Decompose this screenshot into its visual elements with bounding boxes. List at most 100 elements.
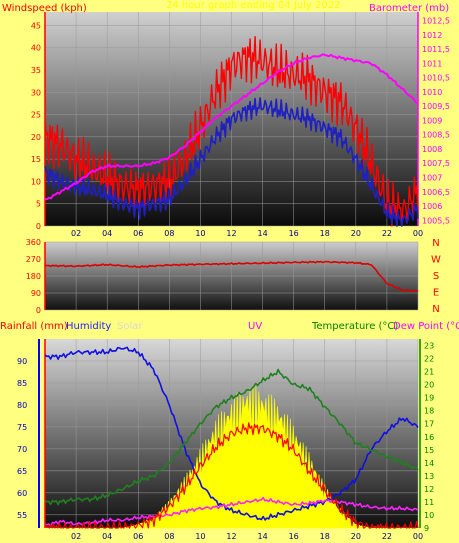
rain-xtick-label: 16 [289, 532, 299, 541]
wind-xtick-label: 12 [226, 229, 236, 238]
temperature-ytick-label: 19 [424, 394, 434, 403]
rain-series [44, 346, 419, 529]
direction-ytick-label: 270 [26, 255, 41, 264]
temperature-ytick-label: 18 [424, 407, 434, 416]
wind-ytick-label: 5 [36, 200, 41, 209]
rainfall-axis-label: Rainfall (mm) [0, 321, 68, 332]
wind-tick-labels: 0510152025303540451005,510061006,5100710… [31, 17, 450, 238]
rain-xtick-label: 20 [351, 532, 361, 541]
temperature-ytick-label: 15 [424, 446, 434, 455]
rain-xtick-label: 00 [413, 532, 423, 541]
wind-xtick-label: 16 [289, 229, 299, 238]
wind-ytick-label: 0 [36, 222, 41, 231]
direction-label: E [433, 288, 439, 299]
temperature-ytick-label: 20 [424, 381, 434, 390]
rain-tick-labels: 55 60 65 70 75 80 85 90 9 10 11 12 13 14 15 16 17 18 19 20 2… [17, 342, 434, 541]
rain-xtick-label: 14 [257, 532, 267, 541]
dewpoint-axis-label: Dew Point (°C) [393, 321, 459, 332]
series-average [44, 97, 419, 227]
chart-title: 24 hour graph ending 04 July 2022 [166, 0, 340, 11]
humidity-ytick-label: 55 [17, 511, 27, 520]
humidity-ytick-label: 60 [17, 489, 27, 498]
wind-ytick-label: 35 [31, 66, 41, 75]
barometer-ytick-label: 1006,5 [422, 188, 450, 197]
windspeed-axis-label: Windspeed (kph) [2, 3, 87, 14]
barometer-ytick-label: 1011 [422, 59, 442, 68]
humidity-ytick-label: 75 [17, 423, 27, 432]
series-direction [44, 260, 419, 293]
barometer-ytick-label: 1007 [422, 173, 442, 182]
series-uv [44, 422, 419, 529]
barometer-ytick-label: 1009,5 [422, 102, 450, 111]
humidity-ytick-label: 65 [17, 467, 27, 476]
humidity-axis-label: Humidity [66, 321, 111, 332]
temperature-ytick-label: 12 [424, 485, 434, 494]
wind-xtick-label: 20 [351, 229, 361, 238]
wind-xtick-label: 04 [102, 229, 112, 238]
direction-ytick-label: 360 [26, 238, 41, 247]
humidity-ytick-label: 70 [17, 445, 27, 454]
wind-xtick-label: 14 [257, 229, 267, 238]
wind-xtick-label: 18 [320, 229, 330, 238]
humidity-ytick-label: 80 [17, 401, 27, 410]
humidity-ytick-label: 90 [17, 357, 27, 366]
temperature-axis-label: Temperature (°C) [311, 321, 398, 332]
wind-ytick-label: 40 [31, 44, 41, 53]
wind-xtick-label: 10 [195, 229, 205, 238]
temperature-ytick-label: 9 [424, 524, 429, 533]
wind-xtick-label: 00 [413, 229, 423, 238]
barometer-ytick-label: 1006 [422, 202, 442, 211]
rain-xtick-label: 18 [320, 532, 330, 541]
direction-ytick-label: 0 [36, 306, 41, 315]
humidity-ytick-label: 85 [17, 379, 27, 388]
wind-xtick-label: 06 [133, 229, 143, 238]
rain-xtick-label: 02 [71, 532, 81, 541]
direction-label: W [431, 255, 441, 266]
wind-ytick-label: 15 [31, 155, 41, 164]
series-gust [44, 36, 419, 227]
temperature-ytick-label: 13 [424, 472, 434, 481]
temperature-ytick-label: 17 [424, 420, 434, 429]
barometer-axis-label: Barometer (mb) [369, 3, 449, 14]
wind-ytick-label: 25 [31, 111, 41, 120]
temperature-ytick-label: 11 [424, 498, 434, 507]
rain-xtick-label: 04 [102, 532, 112, 541]
wind-xtick-label: 22 [382, 229, 392, 238]
barometer-ytick-label: 1010,5 [422, 74, 450, 83]
barometer-ytick-label: 1012,5 [422, 17, 450, 26]
rain-xtick-label: 10 [195, 532, 205, 541]
temperature-ytick-label: 22 [424, 355, 434, 364]
rain-xtick-label: 12 [226, 532, 236, 541]
barometer-ytick-label: 1007,5 [422, 159, 450, 168]
barometer-ytick-label: 1005,5 [422, 216, 450, 225]
direction-label: N [432, 304, 439, 315]
solar-axis-label: Solar [117, 321, 143, 332]
direction-label: S [433, 271, 439, 282]
wind-xtick-label: 08 [164, 229, 174, 238]
temperature-ytick-label: 23 [424, 342, 434, 351]
barometer-ytick-label: 1008 [422, 145, 442, 154]
wind-ytick-label: 10 [31, 177, 41, 186]
direction-ytick-label: 180 [26, 272, 41, 281]
wind-xtick-label: 02 [71, 229, 81, 238]
barometer-ytick-label: 1009 [422, 116, 442, 125]
rain-xtick-label: 06 [133, 532, 143, 541]
rain-xtick-label: 22 [382, 532, 392, 541]
series-barometer [44, 53, 419, 201]
wind-ytick-label: 20 [31, 133, 41, 142]
barometer-ytick-label: 1012 [422, 31, 442, 40]
barometer-ytick-label: 1010 [422, 88, 442, 97]
rain-xtick-label: 08 [164, 532, 174, 541]
direction-ytick-label: 90 [31, 289, 41, 298]
uv-axis-label: UV [248, 321, 262, 332]
direction-label: N [432, 238, 439, 249]
barometer-ytick-label: 1008,5 [422, 131, 450, 140]
wind-ytick-label: 30 [31, 88, 41, 97]
wind-series [44, 36, 419, 227]
temperature-ytick-label: 21 [424, 368, 434, 377]
series-humidity [44, 346, 419, 521]
direction-series [44, 260, 419, 293]
wind-ytick-label: 45 [31, 21, 41, 30]
